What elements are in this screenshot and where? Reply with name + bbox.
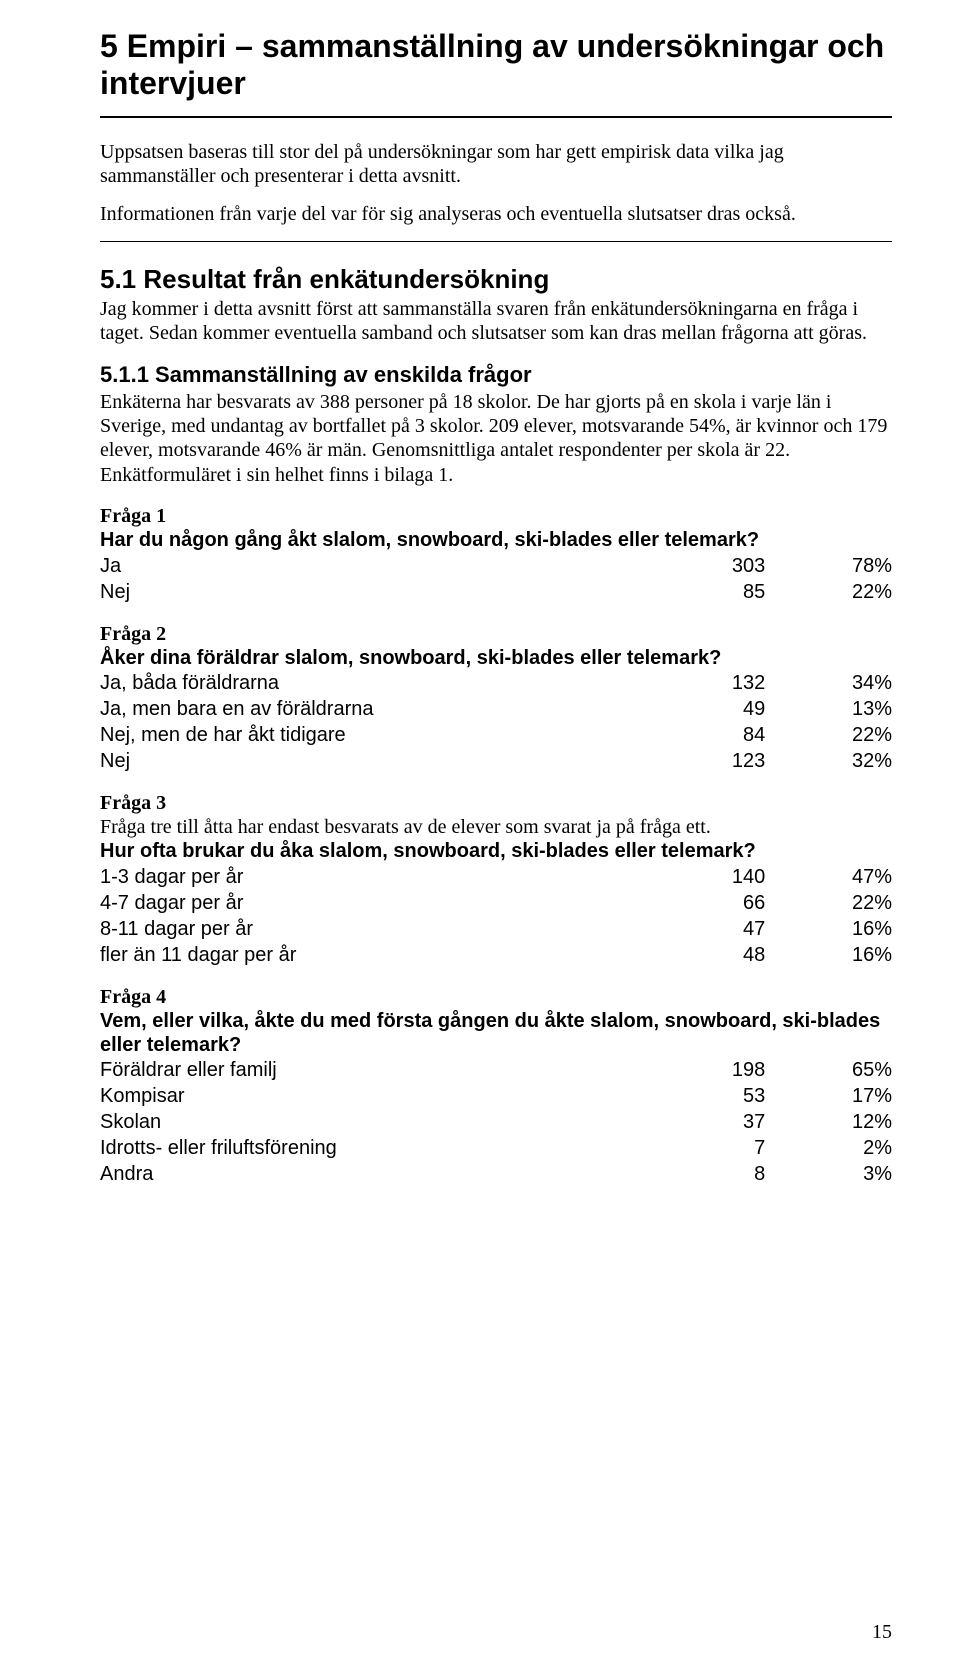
row-pct: 32% bbox=[765, 748, 892, 774]
intro-paragraph-2: Informationen från varje del var för sig… bbox=[100, 202, 892, 226]
question-2-text: Åker dina föräldrar slalom, snowboard, s… bbox=[100, 646, 892, 670]
row-count: 47 bbox=[639, 916, 766, 942]
row-count: 85 bbox=[639, 579, 766, 605]
page-number: 15 bbox=[872, 1621, 892, 1644]
row-pct: 22% bbox=[765, 579, 892, 605]
row-count: 198 bbox=[639, 1057, 766, 1083]
question-4-title: Fråga 4 bbox=[100, 986, 892, 1009]
row-label: Ja, båda föräldrarna bbox=[100, 670, 639, 696]
table-row: Nej 85 22% bbox=[100, 579, 892, 605]
table-row: Kompisar 53 17% bbox=[100, 1083, 892, 1109]
table-row: fler än 11 dagar per år 48 16% bbox=[100, 942, 892, 968]
row-count: 140 bbox=[639, 864, 766, 890]
table-row: Ja 303 78% bbox=[100, 553, 892, 579]
row-pct: 17% bbox=[765, 1083, 892, 1109]
row-pct: 22% bbox=[765, 722, 892, 748]
question-4-table: Föräldrar eller familj 198 65% Kompisar … bbox=[100, 1057, 892, 1187]
row-count: 66 bbox=[639, 890, 766, 916]
row-pct: 2% bbox=[765, 1135, 892, 1161]
question-2-table: Ja, båda föräldrarna 132 34% Ja, men bar… bbox=[100, 670, 892, 774]
row-count: 49 bbox=[639, 696, 766, 722]
section-5-1-1-paragraph: Enkäterna har besvarats av 388 personer … bbox=[100, 390, 892, 488]
row-label: 4-7 dagar per år bbox=[100, 890, 639, 916]
table-row: Skolan 37 12% bbox=[100, 1109, 892, 1135]
table-row: Nej 123 32% bbox=[100, 748, 892, 774]
row-count: 8 bbox=[639, 1161, 766, 1187]
table-row: Nej, men de har åkt tidigare 84 22% bbox=[100, 722, 892, 748]
row-label: Ja bbox=[100, 553, 639, 579]
row-label: Kompisar bbox=[100, 1083, 639, 1109]
row-pct: 3% bbox=[765, 1161, 892, 1187]
question-3-text: Hur ofta brukar du åka slalom, snowboard… bbox=[100, 839, 892, 863]
row-count: 7 bbox=[639, 1135, 766, 1161]
row-pct: 78% bbox=[765, 553, 892, 579]
row-pct: 65% bbox=[765, 1057, 892, 1083]
table-row: 1-3 dagar per år 140 47% bbox=[100, 864, 892, 890]
question-1-title: Fråga 1 bbox=[100, 505, 892, 528]
table-row: Ja, båda föräldrarna 132 34% bbox=[100, 670, 892, 696]
row-count: 303 bbox=[639, 553, 766, 579]
row-pct: 16% bbox=[765, 942, 892, 968]
table-row: Idrotts- eller friluftsförening 7 2% bbox=[100, 1135, 892, 1161]
table-row: Föräldrar eller familj 198 65% bbox=[100, 1057, 892, 1083]
row-count: 53 bbox=[639, 1083, 766, 1109]
table-row: Ja, men bara en av föräldrarna 49 13% bbox=[100, 696, 892, 722]
row-count: 37 bbox=[639, 1109, 766, 1135]
row-pct: 22% bbox=[765, 890, 892, 916]
row-count: 132 bbox=[639, 670, 766, 696]
row-label: Nej bbox=[100, 579, 639, 605]
rule-bottom bbox=[100, 241, 892, 242]
row-label: 1-3 dagar per år bbox=[100, 864, 639, 890]
table-row: 4-7 dagar per år 66 22% bbox=[100, 890, 892, 916]
row-label: Andra bbox=[100, 1161, 639, 1187]
intro-paragraph-1: Uppsatsen baseras till stor del på under… bbox=[100, 140, 892, 189]
row-count: 48 bbox=[639, 942, 766, 968]
table-row: Andra 8 3% bbox=[100, 1161, 892, 1187]
row-label: Idrotts- eller friluftsförening bbox=[100, 1135, 639, 1161]
question-4-text: Vem, eller vilka, åkte du med första gån… bbox=[100, 1009, 892, 1058]
row-label: fler än 11 dagar per år bbox=[100, 942, 639, 968]
row-label: Skolan bbox=[100, 1109, 639, 1135]
rule-top bbox=[100, 116, 892, 118]
chapter-heading: 5 Empiri – sammanställning av undersökni… bbox=[100, 28, 892, 102]
question-3-title: Fråga 3 bbox=[100, 792, 892, 815]
row-label: Nej, men de har åkt tidigare bbox=[100, 722, 639, 748]
row-pct: 34% bbox=[765, 670, 892, 696]
row-pct: 13% bbox=[765, 696, 892, 722]
question-3-note: Fråga tre till åtta har endast besvarats… bbox=[100, 815, 892, 839]
row-pct: 16% bbox=[765, 916, 892, 942]
row-label: Föräldrar eller familj bbox=[100, 1057, 639, 1083]
section-heading-5-1: 5.1 Resultat från enkätundersökning bbox=[100, 264, 892, 295]
question-1-text: Har du någon gång åkt slalom, snowboard,… bbox=[100, 528, 892, 552]
section-5-1-paragraph: Jag kommer i detta avsnitt först att sam… bbox=[100, 297, 892, 346]
question-3-table: 1-3 dagar per år 140 47% 4-7 dagar per å… bbox=[100, 864, 892, 968]
row-label: 8-11 dagar per år bbox=[100, 916, 639, 942]
question-1-table: Ja 303 78% Nej 85 22% bbox=[100, 553, 892, 605]
section-heading-5-1-1: 5.1.1 Sammanställning av enskilda frågor bbox=[100, 362, 892, 388]
row-count: 84 bbox=[639, 722, 766, 748]
table-row: 8-11 dagar per år 47 16% bbox=[100, 916, 892, 942]
row-pct: 47% bbox=[765, 864, 892, 890]
row-pct: 12% bbox=[765, 1109, 892, 1135]
question-2-title: Fråga 2 bbox=[100, 623, 892, 646]
row-count: 123 bbox=[639, 748, 766, 774]
document-page: 5 Empiri – sammanställning av undersökni… bbox=[0, 0, 960, 1670]
row-label: Ja, men bara en av föräldrarna bbox=[100, 696, 639, 722]
row-label: Nej bbox=[100, 748, 639, 774]
